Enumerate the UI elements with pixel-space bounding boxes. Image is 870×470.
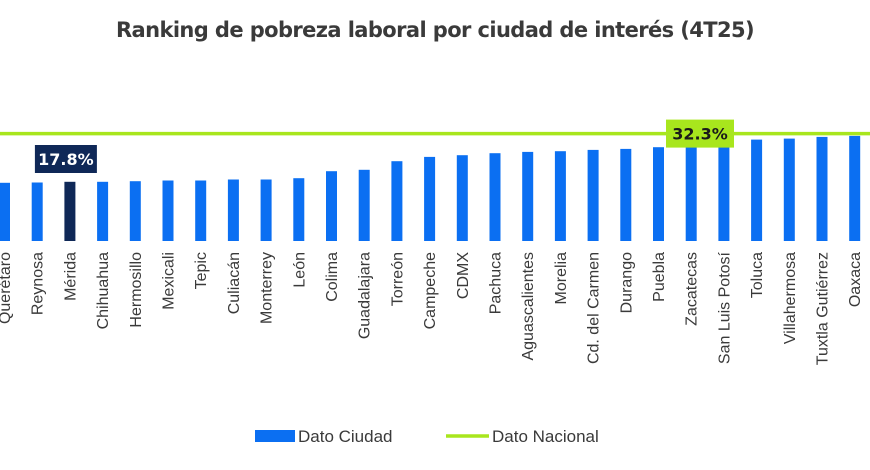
national-data-label: 32.3% [672, 125, 728, 144]
category-label: Guadalajara [357, 252, 374, 339]
bar-m-rida [64, 181, 76, 241]
legend-label-dato-nacional: Dato Nacional [492, 427, 599, 446]
bar-monterrey [260, 179, 272, 241]
category-label: Oaxaca [847, 252, 864, 307]
bar-culiac-n [227, 179, 239, 241]
category-label: Villahermosa [782, 252, 799, 344]
bar-hermosillo [129, 181, 141, 241]
bar-durango [620, 148, 632, 241]
national-reference-group: 32.3% [0, 119, 870, 148]
category-label: Aguascalientes [520, 252, 537, 361]
category-label: CDMX [455, 252, 472, 299]
category-label: Morelia [553, 252, 570, 305]
bar-villahermosa [783, 138, 795, 241]
national-callout-box [666, 119, 734, 148]
category-label: Mexicali [161, 252, 178, 310]
bar-mexicali [162, 180, 174, 241]
category-label: Querétaro [0, 252, 14, 324]
bar-zacatecas [685, 144, 697, 241]
bar-guadalajara [358, 169, 370, 241]
bar-puebla [653, 147, 664, 241]
chart-title: Ranking de pobreza laboral por ciudad de… [115, 18, 755, 42]
category-label: Culiacán [226, 252, 243, 314]
bar-san-luis-potos- [718, 143, 730, 241]
bar-toluca [751, 139, 763, 241]
bar-aguascalientes [522, 151, 534, 241]
bar-reynosa [31, 182, 43, 241]
bar-colima [326, 171, 337, 241]
bar-pachuca [489, 153, 501, 241]
highlight-data-label: 17.8% [38, 150, 94, 169]
bar-le-n [293, 178, 305, 241]
category-label: Torreón [389, 252, 406, 306]
category-label: Zacatecas [684, 252, 701, 326]
category-label: Reynosa [30, 252, 47, 315]
bar-cdmx [456, 155, 468, 241]
category-label: Pachuca [488, 252, 505, 314]
category-label: Colima [324, 252, 341, 302]
category-label: Tuxtla Gutiérrez [815, 252, 832, 365]
bar-campeche [424, 156, 436, 241]
category-label: Chihuahua [95, 252, 112, 330]
bar-tepic [195, 180, 207, 241]
category-label: Toluca [749, 252, 766, 298]
legend: Dato Ciudad Dato Nacional [255, 427, 599, 446]
category-label: San Luis Potosí [716, 251, 733, 364]
bar-quer-taro [0, 182, 10, 241]
category-label: Campeche [422, 252, 439, 329]
legend-swatch-dato-ciudad [255, 430, 295, 442]
legend-label-dato-ciudad: Dato Ciudad [298, 427, 393, 446]
category-label: León [291, 252, 308, 288]
category-label: Durango [618, 252, 635, 313]
category-label: Monterrey [259, 252, 276, 324]
category-label: Hermosillo [128, 252, 145, 328]
bar-torre-n [391, 161, 403, 241]
category-labels-group: Querétaro Reynosa Mérida Chihuahua Hermosill… [0, 251, 864, 365]
category-label: Puebla [651, 252, 668, 302]
category-label: Mérida [62, 252, 79, 301]
category-label: Cd. del Carmen [586, 252, 603, 364]
bar-morelia [554, 151, 566, 241]
bar-cd-del-carmen [587, 149, 599, 241]
bar-oaxaca [849, 135, 861, 241]
bar-tuxtla-guti-rrez [816, 136, 828, 241]
highlight-callout-box [34, 145, 97, 173]
bar-chihuahua [97, 181, 109, 241]
bars-group: 17.8% [0, 135, 861, 241]
category-label: Tepic [193, 252, 210, 289]
